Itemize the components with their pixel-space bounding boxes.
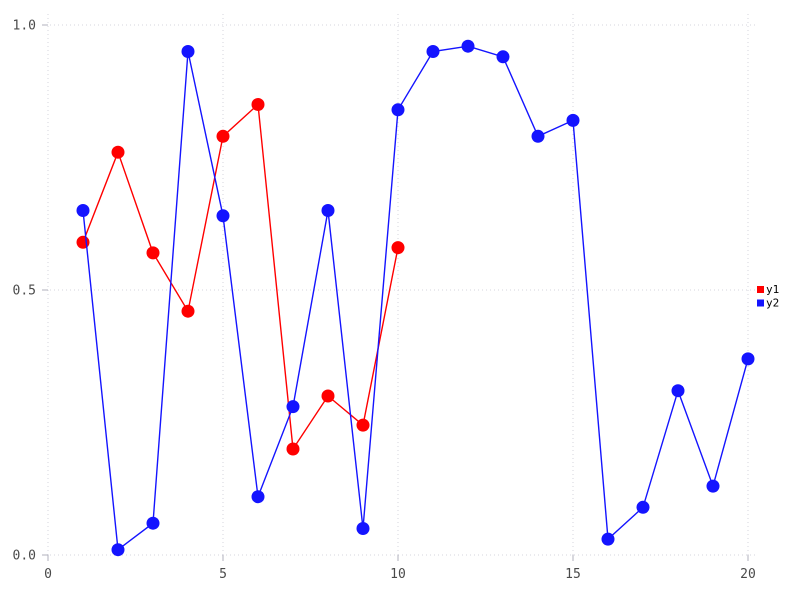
legend-swatch-icon bbox=[757, 286, 764, 293]
axis-labels: 0 5 10 15 20 0.0 0.5 1.0 bbox=[13, 19, 756, 583]
y2-marker bbox=[531, 129, 545, 143]
legend-swatch-icon bbox=[757, 299, 764, 307]
y2-marker bbox=[251, 490, 265, 504]
y-tick-label: 0.0 bbox=[13, 549, 36, 564]
y2-marker bbox=[111, 543, 125, 557]
y2-marker bbox=[426, 45, 440, 58]
y1-marker bbox=[391, 241, 405, 255]
y1-marker bbox=[111, 145, 125, 159]
x-tick-label: 15 bbox=[565, 567, 581, 582]
x-tick-label: 5 bbox=[219, 567, 227, 582]
y2-marker bbox=[741, 352, 755, 366]
y2-marker bbox=[356, 522, 370, 535]
y2-marker bbox=[566, 113, 580, 127]
y2-marker bbox=[601, 532, 615, 546]
y2-marker bbox=[496, 50, 510, 64]
y1-marker bbox=[216, 129, 230, 143]
legend-label: y2 bbox=[766, 297, 779, 310]
series-line-y1 bbox=[82, 103, 399, 452]
y2-marker bbox=[76, 204, 90, 217]
legend-label: y1 bbox=[766, 283, 779, 296]
y2-marker bbox=[391, 103, 405, 117]
series-y1 bbox=[76, 98, 405, 456]
y2-marker bbox=[636, 500, 650, 514]
y2-marker bbox=[706, 479, 720, 493]
y1-marker bbox=[181, 304, 195, 318]
series-y2 bbox=[76, 39, 755, 557]
y-tick-label: 1.0 bbox=[13, 19, 36, 34]
y1-marker bbox=[146, 246, 160, 260]
y2-marker bbox=[671, 384, 685, 398]
y1-marker bbox=[321, 389, 335, 403]
series-line-y2 bbox=[82, 45, 749, 552]
y2-marker bbox=[321, 204, 335, 217]
y2-marker bbox=[461, 39, 475, 53]
y2-marker bbox=[286, 400, 300, 414]
y1-marker bbox=[251, 98, 265, 111]
y2-marker bbox=[146, 516, 160, 530]
y-tick-label: 0.5 bbox=[13, 284, 36, 299]
axis-ticks bbox=[42, 24, 749, 561]
grid bbox=[42, 14, 757, 561]
y2-marker bbox=[181, 45, 195, 58]
y1-marker bbox=[286, 442, 300, 456]
legend-item-y1: y1 bbox=[757, 283, 779, 296]
x-tick-label: 20 bbox=[740, 567, 756, 582]
x-tick-label: 10 bbox=[390, 567, 406, 582]
legend-item-y2: y2 bbox=[757, 297, 779, 310]
y1-marker bbox=[356, 418, 370, 432]
x-tick-label: 0 bbox=[44, 567, 52, 582]
y2-marker bbox=[216, 209, 230, 223]
y1-marker bbox=[76, 235, 90, 249]
